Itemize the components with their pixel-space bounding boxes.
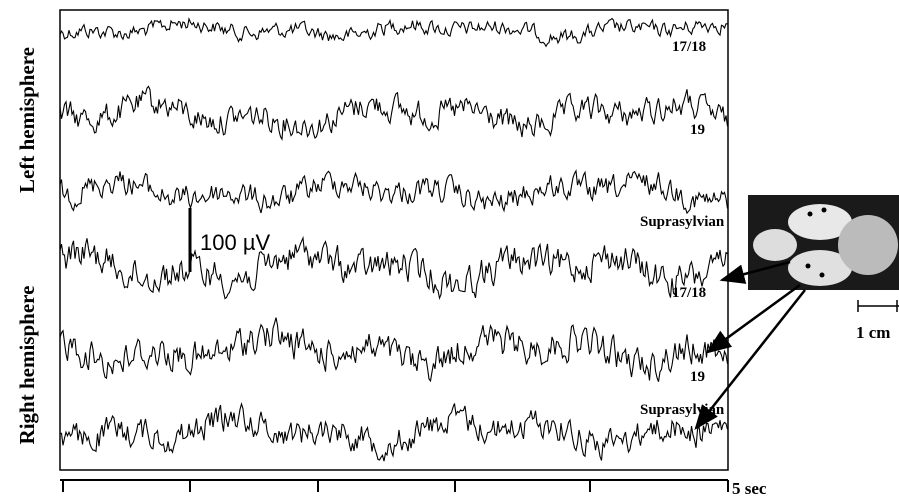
- eeg-trace: [59, 317, 729, 383]
- eeg-traces: [59, 16, 729, 462]
- trace-label: 17/18: [672, 39, 706, 55]
- amplitude-scale: 100 µV: [200, 230, 270, 255]
- trace-label: 19: [690, 369, 705, 385]
- right-hemisphere-label: Right hemisphere: [15, 286, 39, 445]
- eeg-trace: [59, 85, 729, 141]
- eeg-trace: [59, 402, 729, 462]
- left-hemisphere-label: Left hemisphere: [15, 47, 39, 193]
- time-scale: 5 sec: [732, 479, 767, 498]
- frame: [59, 9, 729, 471]
- time-axis: [60, 479, 729, 492]
- eeg-trace: [59, 235, 728, 300]
- trace-label: 17/18: [672, 285, 706, 301]
- eeg-trace: [59, 169, 729, 215]
- length-bar: [857, 300, 899, 312]
- trace-label: Suprasylvian: [640, 214, 725, 230]
- brain-photo: [748, 195, 899, 290]
- eeg-trace: [59, 16, 728, 48]
- length-scale: 1 cm: [856, 323, 890, 342]
- arrows: [694, 260, 806, 430]
- trace-label: 19: [690, 122, 705, 138]
- trace-label: Suprasylvian: [640, 402, 725, 418]
